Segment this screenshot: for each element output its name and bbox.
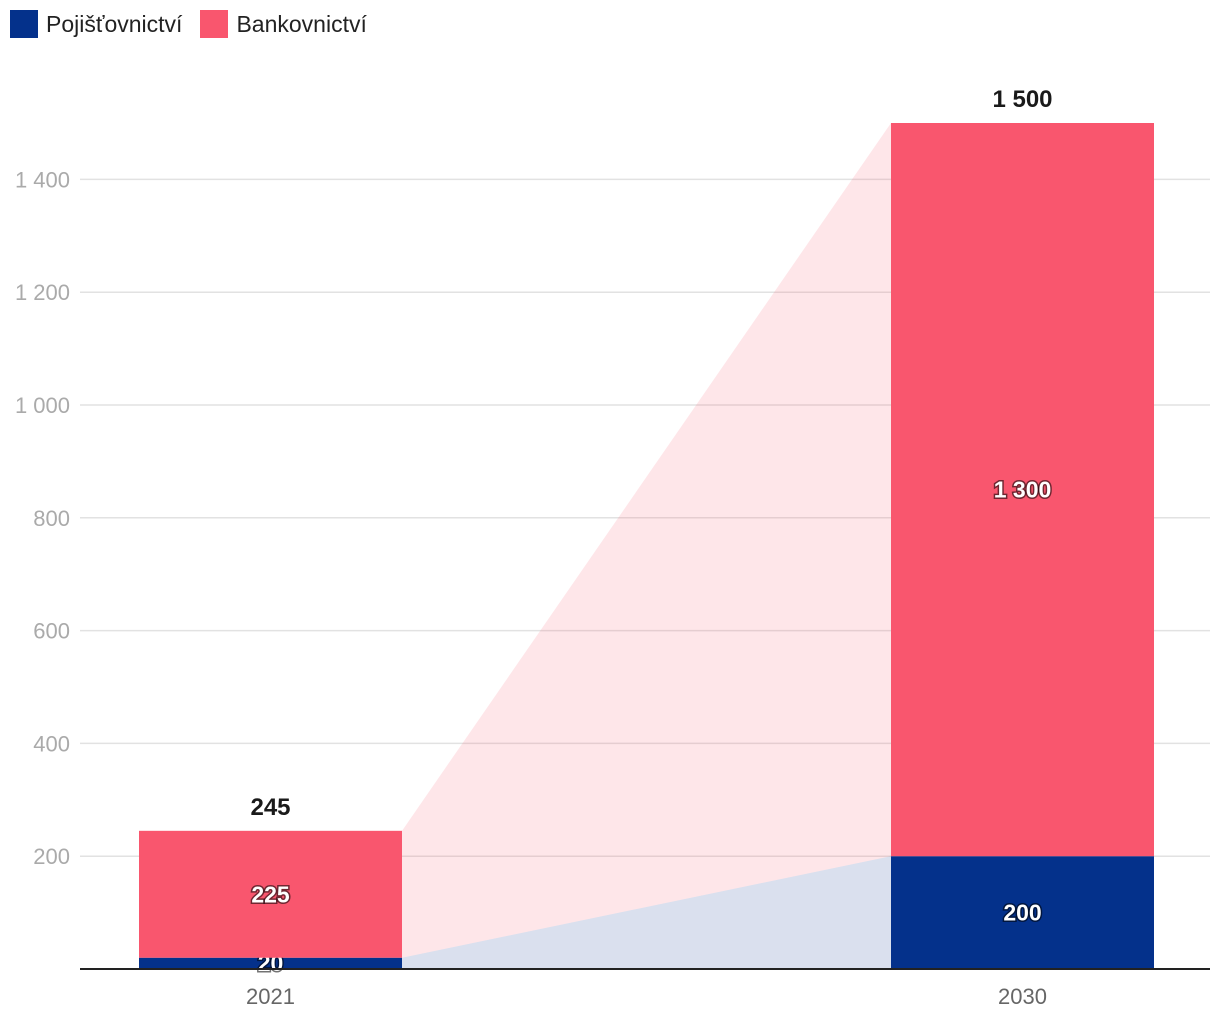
total-value-label: 245 xyxy=(250,794,290,821)
y-tick-label: 600 xyxy=(33,619,70,644)
segment-value-label: 225 xyxy=(251,881,290,907)
y-tick-label: 1 400 xyxy=(15,167,70,192)
legend-item-bankovnictvi[interactable]: Bankovnictví xyxy=(200,10,367,38)
legend-item-pojistovnictvi[interactable]: Pojišťovnictví xyxy=(10,10,182,38)
legend-label-pojistovnictvi: Pojišťovnictví xyxy=(46,10,183,37)
legend: Pojišťovnictví Bankovnictví xyxy=(10,10,367,38)
bar-segment-2030-bankovnictvi[interactable] xyxy=(891,123,1154,857)
y-tick-label: 200 xyxy=(33,844,70,869)
y-tick-label: 800 xyxy=(33,506,70,531)
legend-swatch-pojistovnictvi xyxy=(10,10,38,38)
bar-segment-2030-pojistovnictvi[interactable] xyxy=(891,856,1154,969)
connector-pojistovnictvi xyxy=(402,856,891,969)
x-tick-label: 2030 xyxy=(998,984,1047,1009)
connector-bankovnictvi xyxy=(402,123,891,958)
x-tick-label: 2021 xyxy=(246,984,295,1009)
y-tick-label: 400 xyxy=(33,731,70,756)
y-tick-label: 1 000 xyxy=(15,393,70,418)
bar-segment-2021-pojistovnictvi[interactable] xyxy=(139,957,402,969)
segment-value-label: 200 xyxy=(1003,900,1041,926)
legend-label-bankovnictvi: Bankovnictví xyxy=(236,10,367,37)
bar-segment-2021-bankovnictvi[interactable] xyxy=(139,830,402,958)
segment-value-label: 1 300 xyxy=(994,477,1052,503)
legend-swatch-bankovnictvi xyxy=(200,10,229,38)
total-value-label: 1 500 xyxy=(992,86,1052,113)
y-tick-label: 1 200 xyxy=(15,280,70,305)
